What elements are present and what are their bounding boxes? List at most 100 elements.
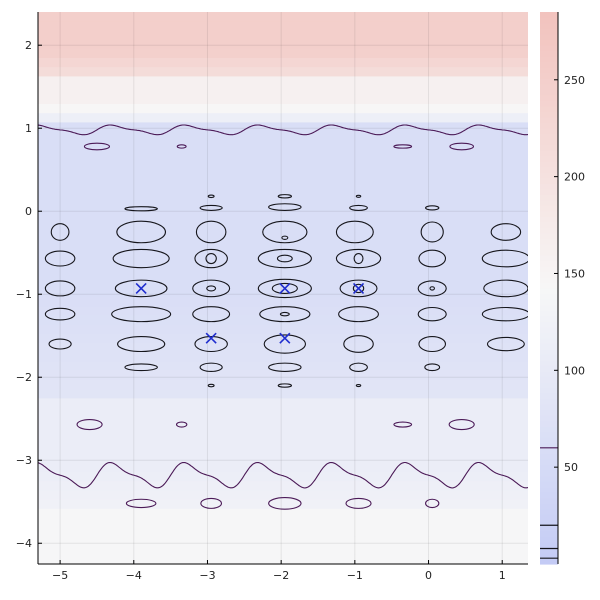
heatmap-cell xyxy=(38,39,528,50)
colorbar-segment xyxy=(540,288,558,295)
grid-lines xyxy=(38,12,528,564)
heatmap-cell xyxy=(38,196,528,206)
heatmap-cell xyxy=(38,389,528,399)
contour-line xyxy=(281,235,289,240)
contour-line xyxy=(125,498,157,509)
colorbar-segment xyxy=(540,365,558,372)
colorbar-segment xyxy=(540,497,558,504)
contour-line xyxy=(352,283,365,294)
heatmap-cell xyxy=(38,297,528,307)
colorbar-segment xyxy=(540,271,558,278)
contour-line xyxy=(192,306,231,323)
contour-line xyxy=(176,144,187,149)
colorbar-segment xyxy=(540,23,558,30)
colorbar-segment xyxy=(540,525,558,532)
colorbar-segment xyxy=(540,387,558,394)
colorbar-segment xyxy=(540,453,558,460)
colorbar-segment xyxy=(540,122,558,129)
heatmap-cell xyxy=(38,380,528,390)
contour-line xyxy=(393,144,413,149)
colorbar-segment xyxy=(540,111,558,118)
contour-line xyxy=(76,419,103,431)
heatmap-cell xyxy=(38,416,528,427)
colorbar-segment xyxy=(540,67,558,74)
minimum-marker xyxy=(135,282,147,294)
contour-line xyxy=(44,280,76,297)
contour-line xyxy=(111,306,172,323)
colorbar-segment xyxy=(540,12,558,19)
contour-line xyxy=(277,383,293,388)
colorbar-segment xyxy=(540,459,558,466)
contour-line xyxy=(206,285,217,292)
heatmap-cell xyxy=(38,472,528,482)
contour-line xyxy=(420,221,444,243)
colorbar-segment xyxy=(540,105,558,112)
contour-line xyxy=(259,306,311,323)
heatmap-cell xyxy=(38,242,528,252)
x-tick-label: −1 xyxy=(347,569,363,582)
colorbar-segment xyxy=(540,552,558,560)
colorbar-segment xyxy=(540,249,558,256)
colorbar-segment xyxy=(540,199,558,206)
colorbar-segment xyxy=(540,442,558,449)
heatmap-cell xyxy=(38,536,528,547)
x-tick-label: −5 xyxy=(52,569,68,582)
colorbar-segment xyxy=(540,492,558,499)
contour-line xyxy=(339,279,378,298)
minimum-marker xyxy=(205,332,217,344)
colorbar-segment xyxy=(540,276,558,284)
colorbar-tick-label: 250 xyxy=(564,74,585,87)
colorbar-segment xyxy=(540,448,558,455)
y-tick-label: 1 xyxy=(25,122,32,135)
contour-line xyxy=(114,279,168,298)
colorbar-segment xyxy=(540,486,558,493)
contour-line xyxy=(417,306,447,322)
contour-line xyxy=(44,307,76,321)
contour-line xyxy=(429,286,435,291)
minimum-marker xyxy=(352,282,365,294)
contour-line xyxy=(263,334,307,354)
colorbar-segment xyxy=(540,61,558,68)
heatmap-cell xyxy=(38,159,528,169)
contour-line xyxy=(425,498,440,509)
heatmap-cell xyxy=(38,435,528,445)
heatmap-cell xyxy=(38,67,528,77)
heatmap-cell xyxy=(38,518,528,528)
colorbar-segment xyxy=(540,39,558,46)
heatmap-cell xyxy=(38,214,528,225)
colorbar-segment xyxy=(540,17,558,24)
contour-line xyxy=(38,124,528,136)
colorbar-segment xyxy=(540,370,558,377)
heatmap-cell xyxy=(38,315,528,326)
y-tick-label: 0 xyxy=(25,205,32,218)
colorbar-segment xyxy=(540,282,558,289)
colorbar-segment xyxy=(540,326,558,333)
heatmap-cell xyxy=(38,122,528,133)
contour-line xyxy=(349,204,368,211)
contour-line xyxy=(207,194,215,199)
heatmap-cell xyxy=(38,232,528,243)
colorbar-segment xyxy=(540,310,558,317)
contour-line xyxy=(448,419,475,431)
minimum-marker xyxy=(279,332,291,344)
colorbar-segment xyxy=(540,194,558,201)
colorbar-segment xyxy=(540,536,558,543)
colorbar-segment xyxy=(540,100,558,107)
colorbar-segment xyxy=(540,216,558,223)
heatmap-cell xyxy=(38,324,528,335)
colorbar-segment xyxy=(540,78,558,85)
contour-line xyxy=(279,311,290,317)
contour-line xyxy=(268,362,302,372)
colorbar-segment xyxy=(540,166,558,173)
colorbar-segment xyxy=(540,34,558,41)
minimum-markers xyxy=(135,282,365,344)
heatmap-cell xyxy=(38,508,528,519)
colorbar-segment xyxy=(540,420,558,427)
contour-lines xyxy=(38,124,528,510)
colorbar-segment xyxy=(540,172,558,179)
colorbar-segment xyxy=(540,205,558,212)
contour-line xyxy=(418,336,447,353)
heatmap-cell xyxy=(38,361,528,372)
x-tick-label: 1 xyxy=(499,569,506,582)
colorbar-segment xyxy=(540,409,558,416)
